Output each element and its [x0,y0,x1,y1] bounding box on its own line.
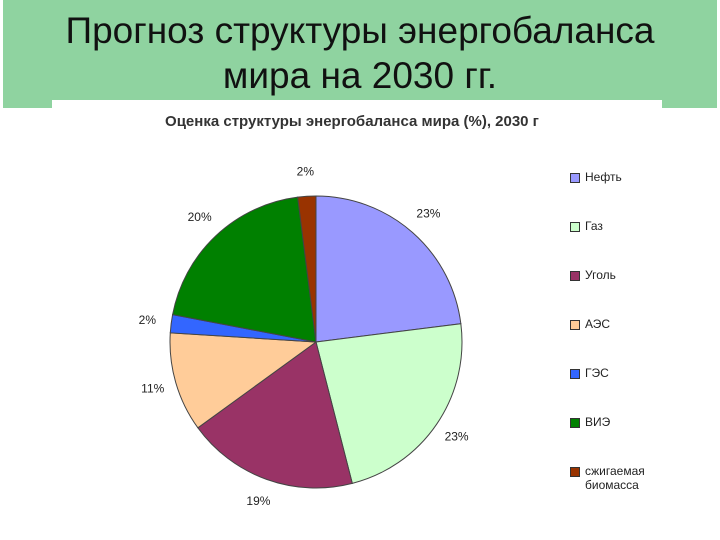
legend-item: АЭС [570,317,685,331]
legend-swatch [570,173,580,183]
legend-swatch [570,369,580,379]
legend-label: ГЭС [585,366,609,380]
legend-item: Уголь [570,268,685,282]
legend-item: ГЭС [570,366,685,380]
legend-item: ВИЭ [570,415,685,429]
legend-swatch [570,418,580,428]
legend-label: Нефть [585,170,622,184]
pie-slice [297,195,317,343]
data-label: 20% [188,210,212,224]
legend-label: Газ [585,219,603,233]
legend-swatch [570,467,580,477]
data-label: 11% [141,382,164,396]
legend-swatch [570,271,580,281]
data-label: 23% [416,207,440,221]
legend-item: сжигаемая биомасса [570,464,685,492]
legend-label: сжигаемая биомасса [585,464,645,492]
data-label: 2% [297,165,315,179]
data-label: 2% [139,313,157,327]
legend-swatch [570,320,580,330]
pie-slice [315,323,463,485]
chart-title: Оценка структуры энергобаланса мира (%),… [165,113,539,130]
legend-item: Газ [570,219,685,233]
legend-label: Уголь [585,268,616,282]
legend-item: Нефть [570,170,685,184]
legend-label: АЭС [585,317,611,331]
pie-slice [315,195,462,343]
legend-swatch [570,222,580,232]
data-label: 23% [445,430,469,444]
data-label: 19% [246,494,270,508]
legend-label: ВИЭ [585,415,611,429]
pie-slice [169,332,318,429]
title-band [3,0,717,108]
slide-title: Прогноз структуры энергобаланса мира на … [65,10,655,96]
pie-slice [197,341,353,489]
pie-slice [172,196,317,343]
